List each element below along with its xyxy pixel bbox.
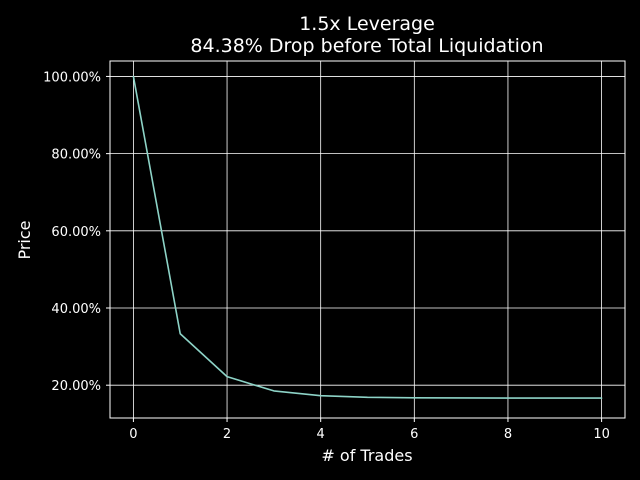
series-lines — [132, 75, 603, 399]
x-axis-label: # of Trades — [321, 446, 412, 465]
x-tick-label: 0 — [129, 427, 137, 442]
x-tick-label: 2 — [223, 427, 231, 442]
y-tick-label: 20.00% — [51, 379, 101, 394]
y-axis-label: Price — [15, 220, 34, 259]
x-tick-label: 8 — [504, 427, 512, 442]
x-tick-label: 10 — [593, 427, 610, 442]
chart-title: 1.5x Leverage — [299, 13, 435, 35]
plot-area-frame — [109, 60, 626, 419]
y-tick-label: 80.00% — [51, 148, 101, 163]
x-tick-label: 4 — [317, 427, 325, 442]
x-tick-label: 6 — [410, 427, 418, 442]
y-tick-label: 100.00% — [43, 70, 101, 85]
y-tick-label: 40.00% — [51, 302, 101, 317]
grid-lines — [110, 61, 625, 418]
y-tick-label: 60.00% — [51, 225, 101, 240]
chart-subtitle: 84.38% Drop before Total Liquidation — [190, 35, 543, 57]
axis-ticks: 0 2 4 6 8 10 20.00% 40.00% 60.00% 80.00% 100.00% — [43, 70, 610, 442]
